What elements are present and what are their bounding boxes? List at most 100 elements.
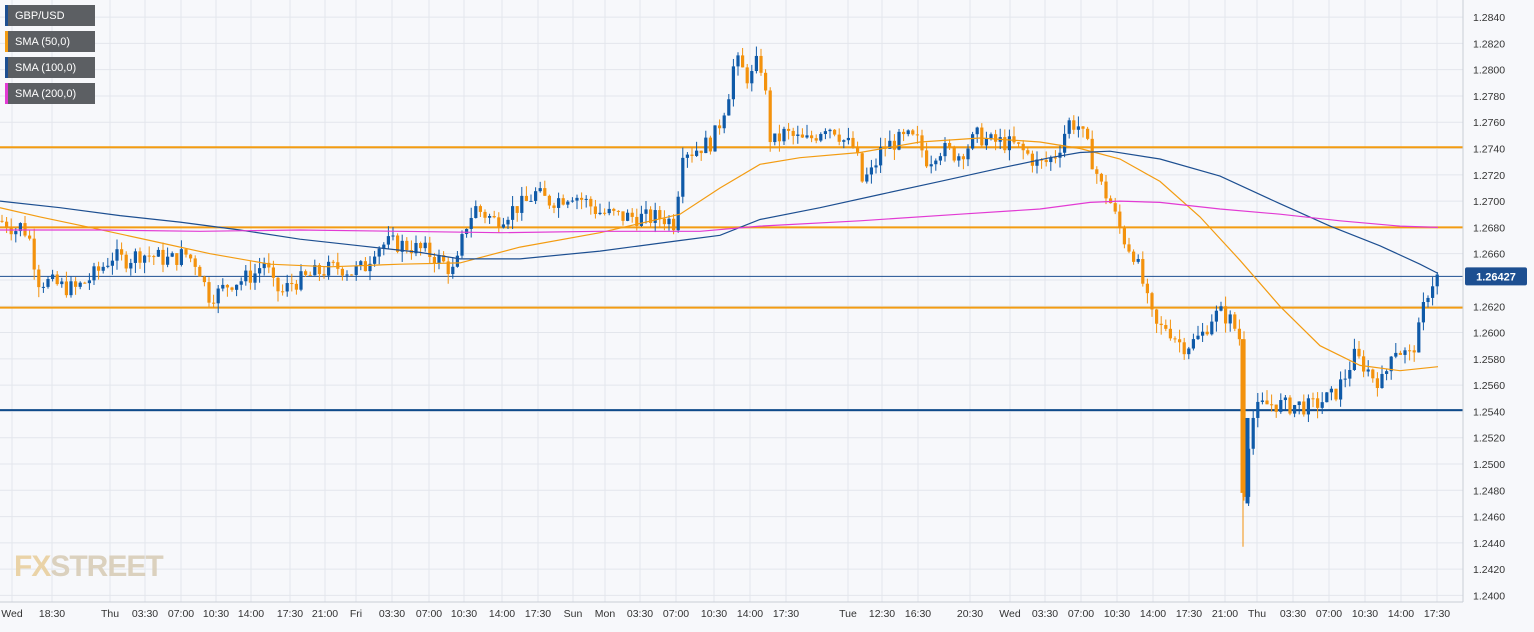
- bearish-candle: [1274, 404, 1278, 412]
- bearish-candle: [708, 137, 712, 152]
- x-tick-label: 10:30: [1104, 608, 1130, 620]
- x-tick-label: 10:30: [1352, 608, 1378, 620]
- bearish-candle: [184, 249, 188, 255]
- x-tick-label: 14:00: [1388, 608, 1414, 620]
- bearish-candle: [1237, 328, 1241, 340]
- bearish-candle: [1122, 228, 1126, 245]
- bearish-candle: [961, 156, 965, 160]
- bearish-candle: [1334, 388, 1338, 400]
- bullish-candle: [451, 266, 455, 275]
- bearish-candle: [350, 274, 354, 276]
- bullish-candle: [713, 125, 717, 152]
- y-tick-label: 1.2820: [1473, 38, 1505, 50]
- bearish-candle: [276, 277, 280, 292]
- bearish-candle: [1288, 397, 1292, 414]
- bullish-candle: [1339, 379, 1343, 400]
- bearish-candle: [64, 281, 68, 296]
- bullish-candle: [966, 148, 970, 160]
- bearish-candle: [193, 258, 197, 267]
- x-tick-label: 10:30: [203, 608, 229, 620]
- bullish-candle: [474, 206, 478, 218]
- bullish-candle: [520, 195, 524, 213]
- fxstreet-logo: FXSTREET: [14, 550, 164, 584]
- x-tick-label: 21:00: [1212, 608, 1238, 620]
- bearish-candle: [547, 195, 551, 206]
- bearish-candle: [690, 154, 694, 156]
- bearish-candle: [621, 211, 625, 221]
- legend-item-sma50[interactable]: SMA (50,0): [5, 31, 95, 52]
- bearish-candle: [37, 269, 41, 288]
- bullish-candle: [1394, 352, 1398, 357]
- bullish-candle: [782, 128, 786, 142]
- bearish-candle: [1132, 251, 1136, 262]
- legend-swatch: [5, 31, 8, 52]
- bearish-candle: [497, 217, 501, 228]
- bearish-candle: [308, 274, 312, 276]
- legend-item-gbpusd[interactable]: GBP/USD: [5, 5, 95, 26]
- x-tick-label: Wed: [999, 608, 1021, 620]
- y-tick-label: 1.2420: [1473, 564, 1505, 576]
- x-tick-label: 03:30: [1280, 608, 1306, 620]
- bullish-candle: [874, 165, 878, 168]
- bullish-candle: [382, 244, 386, 249]
- x-tick-label: 17:30: [277, 608, 303, 620]
- bullish-candle: [14, 231, 18, 235]
- bearish-candle: [336, 262, 340, 269]
- bullish-candle: [285, 283, 289, 292]
- bearish-candle: [860, 153, 864, 182]
- bearish-candle: [1030, 153, 1034, 166]
- bearish-candle: [1090, 138, 1094, 170]
- bullish-candle: [1435, 274, 1439, 287]
- bearish-candle: [1150, 293, 1154, 310]
- bullish-candle: [736, 55, 740, 67]
- bullish-candle: [1283, 397, 1287, 401]
- bearish-candle: [616, 210, 620, 212]
- bullish-candle: [1191, 339, 1195, 349]
- bullish-candle: [722, 115, 726, 129]
- bearish-candle: [405, 240, 409, 251]
- x-tick-label: 16:30: [905, 608, 931, 620]
- bullish-candle: [46, 278, 50, 287]
- bullish-candle: [221, 284, 225, 289]
- bearish-candle: [0, 220, 4, 222]
- sma-lines: [0, 137, 1439, 372]
- bullish-candle: [437, 255, 441, 264]
- bullish-candle: [345, 274, 349, 276]
- bullish-candle: [1256, 401, 1260, 418]
- x-tick-label: 10:30: [451, 608, 477, 620]
- bullish-candle: [1293, 405, 1297, 414]
- bearish-candle: [175, 253, 179, 265]
- bearish-candle: [672, 218, 676, 231]
- bullish-candle: [244, 270, 248, 282]
- bullish-candle: [1228, 314, 1232, 324]
- bullish-candle: [1366, 369, 1370, 372]
- x-tick-label: 03:30: [379, 608, 405, 620]
- bearish-candle: [1205, 331, 1209, 335]
- legend-item-sma100[interactable]: SMA (100,0): [5, 57, 95, 78]
- bearish-candle: [23, 223, 27, 236]
- bullish-candle: [101, 266, 105, 271]
- bearish-candle: [764, 72, 768, 91]
- bearish-candle: [267, 262, 271, 268]
- bearish-candle: [635, 216, 639, 226]
- bullish-candle: [391, 235, 395, 237]
- bearish-candle: [322, 274, 326, 276]
- bearish-candle: [580, 197, 584, 200]
- bearish-candle: [248, 270, 252, 283]
- bearish-candle: [198, 266, 202, 277]
- bullish-candle: [538, 188, 542, 192]
- y-tick-label: 1.2520: [1473, 433, 1505, 445]
- bullish-candle: [1067, 120, 1071, 134]
- bearish-candle: [331, 261, 335, 263]
- legend-item-sma200[interactable]: SMA (200,0): [5, 83, 95, 104]
- legend-label: GBP/USD: [15, 9, 65, 22]
- bullish-candle: [460, 234, 464, 256]
- bullish-candle: [179, 249, 183, 265]
- bearish-candle: [1233, 314, 1237, 329]
- bullish-candle: [354, 265, 358, 276]
- bullish-candle: [1426, 297, 1430, 303]
- bearish-candle: [189, 254, 193, 259]
- bullish-candle: [414, 242, 418, 254]
- bullish-candle: [842, 140, 846, 142]
